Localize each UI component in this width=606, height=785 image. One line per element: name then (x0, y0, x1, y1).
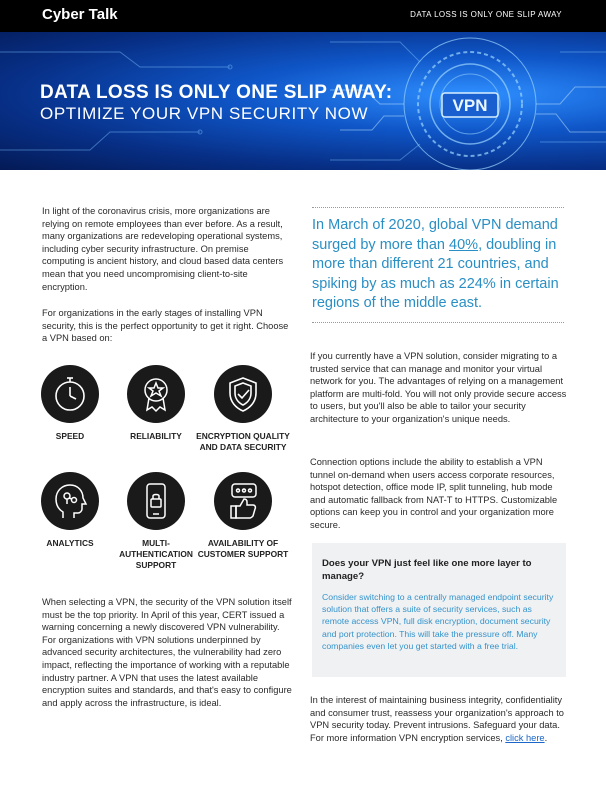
phone-lock-icon (146, 483, 166, 519)
award-badge-icon (144, 378, 168, 413)
feature-label: ENCRYPTION QUALITY AND DATA SECURITY (196, 431, 290, 452)
feature-label: ANALYTICS (46, 538, 94, 548)
feature-speed: SPEED (20, 365, 120, 442)
feature-circle (41, 365, 99, 423)
callout-box: Does your VPN just feel like one more la… (312, 543, 566, 677)
pull-quote: In March of 2020, global VPN demand surg… (312, 216, 564, 314)
header-tagline: DATA LOSS IS ONLY ONE SLIP AWAY (410, 10, 562, 19)
feature-circle (214, 472, 272, 530)
feature-circle (127, 365, 185, 423)
selection-paragraph: For organizations in the early stages of… (42, 308, 289, 344)
feature-label: MULTI-AUTHENTICATION SUPPORT (119, 538, 193, 570)
feature-multi-auth: MULTI-AUTHENTICATION SUPPORT (106, 472, 206, 570)
thumbs-up-chat-icon (230, 483, 257, 519)
feature-encryption: ENCRYPTION QUALITY AND DATA SECURITY (193, 365, 293, 453)
callout-title: Does your VPN just feel like one more la… (322, 558, 532, 582)
connection-options-paragraph: Connection options include the ability t… (310, 457, 558, 530)
closing-paragraph: In the interest of maintaining business … (310, 694, 568, 744)
hero-banner: VPN DATA LOSS IS ONLY ONE SLIP AWAY: OPT… (0, 32, 606, 170)
closing-text: In the interest of maintaining business … (310, 695, 564, 743)
hero-title: DATA LOSS IS ONLY ONE SLIP AWAY: (40, 82, 393, 103)
callout-body: Consider switching to a centrally manage… (322, 592, 554, 651)
feature-label: SPEED (55, 431, 85, 441)
closing-period: . (544, 732, 548, 743)
migration-paragraph: If you currently have a VPN solution, co… (310, 351, 567, 424)
quote-bottom-divider (312, 322, 564, 323)
feature-analytics: ANALYTICS (20, 472, 120, 549)
feature-label: AVAILABILITY OF CUSTOMER SUPPORT (197, 538, 289, 559)
head-brain-icon (55, 484, 88, 518)
stopwatch-icon (55, 377, 85, 411)
feature-circle (41, 472, 99, 530)
shield-check-icon (229, 377, 257, 412)
vpn-badge-label: VPN (453, 96, 488, 115)
circuit-background-icon: VPN (0, 37, 606, 170)
brand-logo: Cyber Talk (42, 6, 118, 23)
feature-reliability: RELIABILITY (106, 365, 206, 442)
selection-guidance-paragraph: When selecting a VPN, the security of th… (42, 597, 292, 708)
top-bar: Cyber Talk DATA LOSS IS ONLY ONE SLIP AW… (0, 0, 606, 32)
feature-label: RELIABILITY (130, 431, 182, 441)
feature-support: AVAILABILITY OF CUSTOMER SUPPORT (193, 472, 293, 560)
feature-circle (127, 472, 185, 530)
hero-subtitle: OPTIMIZE YOUR VPN SECURITY NOW (40, 104, 369, 123)
quote-text-end: , doubling in more than different 21 cou… (312, 236, 559, 312)
feature-circle (214, 365, 272, 423)
quote-highlight: 40% (449, 236, 479, 253)
click-here-link[interactable]: click here (505, 732, 545, 743)
quote-top-divider (312, 207, 564, 208)
intro-paragraph: In light of the coronavirus crisis, more… (42, 206, 284, 292)
quote-text-start: In March of 2020, global VPN demand surg… (312, 217, 558, 253)
